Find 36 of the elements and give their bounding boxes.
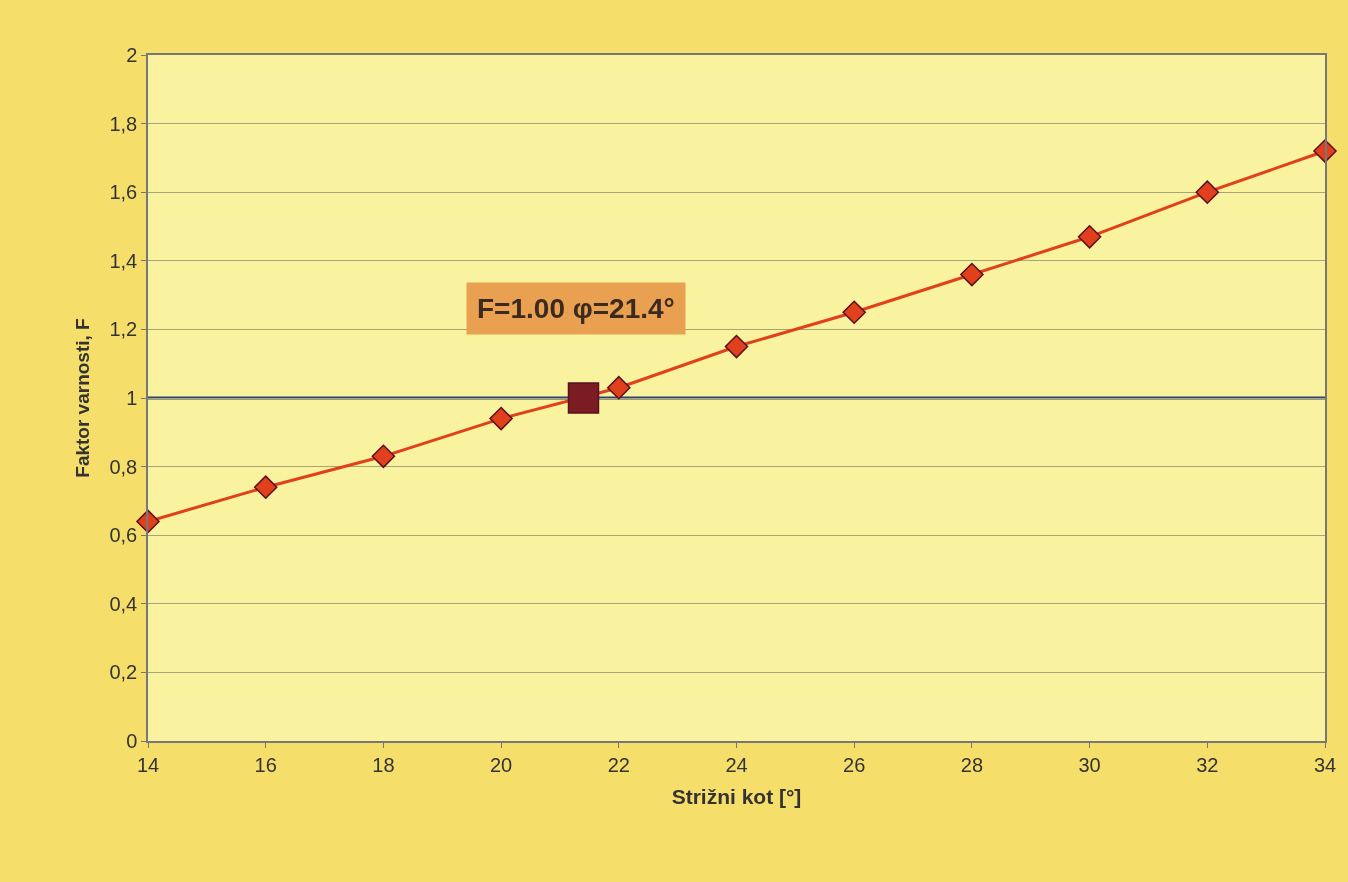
point <box>724 334 749 359</box>
y-tick-label: 0,2 <box>109 661 138 684</box>
y-tick-label: 0,6 <box>109 524 138 547</box>
x-tick-label: 32 <box>1196 753 1219 776</box>
x-tick-label: 28 <box>960 753 984 776</box>
point <box>1077 224 1102 249</box>
point <box>1313 139 1337 163</box>
x-tick-label: 26 <box>843 753 866 776</box>
y-tick-label: 1,4 <box>109 249 138 272</box>
y-tick-label: 0 <box>126 730 138 752</box>
y-tick-label: 2 <box>126 44 138 66</box>
y-axis-title: Faktor varnosti, F <box>71 318 93 478</box>
x-axis-title: Strižni kot [°] <box>671 785 802 809</box>
x-tick-label: 18 <box>372 753 395 776</box>
x-tick-label: 24 <box>725 753 748 776</box>
y-tick-label: 1,6 <box>109 181 138 204</box>
point <box>567 382 600 414</box>
y-tick-label: 1 <box>126 387 138 409</box>
x-tick-label: 14 <box>136 753 160 776</box>
x-tick-label: 16 <box>254 753 277 776</box>
point <box>371 444 396 469</box>
point <box>253 475 278 499</box>
x-tick-label: 22 <box>607 753 630 776</box>
y-tick-label: 0,8 <box>109 455 138 478</box>
point <box>1195 180 1220 204</box>
y-tick-label: 1,2 <box>109 318 138 341</box>
x-tick-label: 30 <box>1078 753 1101 776</box>
point <box>607 375 631 400</box>
y-tick-label: 1,8 <box>109 112 138 135</box>
x-tick-label: 34 <box>1313 753 1337 776</box>
y-tick-label: 0,4 <box>109 592 138 615</box>
point <box>489 406 513 431</box>
point <box>842 300 866 325</box>
x-tick-label: 20 <box>489 753 513 776</box>
point <box>960 262 984 287</box>
annotation: F=1.00 φ=21.4° <box>477 293 675 324</box>
